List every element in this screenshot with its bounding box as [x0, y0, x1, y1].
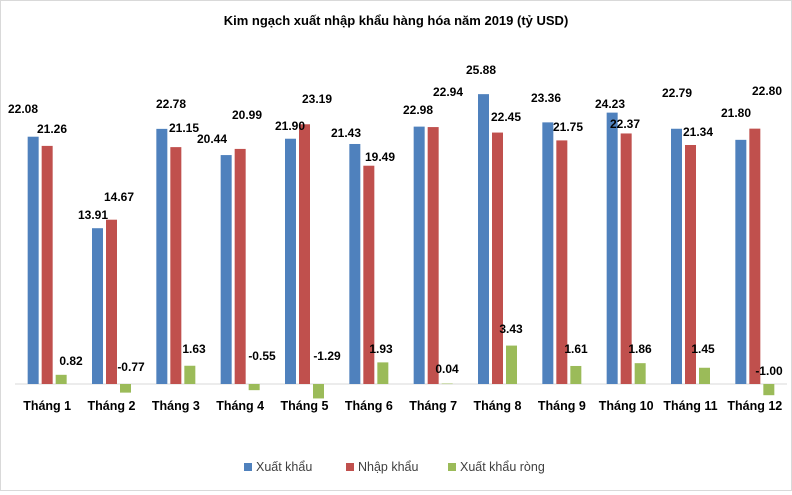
data-label-1-7: 22.45	[491, 110, 521, 124]
category-label-8: Tháng 9	[538, 399, 586, 413]
category-label-5: Tháng 6	[345, 399, 393, 413]
data-label-0-9: 24.23	[595, 97, 625, 111]
category-label-9: Tháng 10	[599, 399, 654, 413]
data-label-2-4: -1.29	[313, 349, 341, 363]
data-label-2-3: -0.55	[248, 349, 276, 363]
data-label-2-0: 0.82	[59, 354, 83, 368]
bar-0-1	[92, 228, 103, 384]
category-label-11: Tháng 12	[727, 399, 782, 413]
bar-2-9	[634, 363, 646, 384]
category-label-1: Tháng 2	[88, 399, 136, 413]
bar-2-4	[313, 384, 324, 399]
data-label-1-5: 19.49	[365, 150, 395, 164]
bar-1-8	[556, 140, 568, 384]
legend-label-1: Nhập khẩu	[358, 460, 419, 474]
bar-2-1	[120, 384, 131, 393]
data-label-0-4: 21.90	[275, 119, 305, 133]
category-label-7: Tháng 8	[474, 399, 522, 413]
bar-2-7	[506, 345, 517, 384]
data-label-1-1: 14.67	[104, 190, 134, 204]
bar-0-9	[606, 112, 618, 385]
data-label-1-6: 22.94	[433, 85, 463, 99]
bar-0-2	[156, 128, 168, 384]
data-label-2-11: -1.00	[755, 364, 783, 378]
data-label-2-6: 0.04	[435, 362, 459, 376]
data-label-1-3: 20.99	[232, 108, 262, 122]
bar-2-6	[441, 383, 453, 385]
bar-0-7	[478, 94, 489, 385]
bar-0-4	[285, 138, 296, 384]
data-label-0-8: 23.36	[531, 91, 561, 105]
category-label-3: Tháng 4	[216, 399, 264, 413]
data-label-2-7: 3.43	[499, 322, 523, 336]
bar-2-0	[55, 374, 67, 384]
bar-1-0	[41, 145, 53, 384]
bar-1-9	[620, 133, 632, 384]
data-label-2-1: -0.77	[117, 360, 145, 374]
bar-1-2	[170, 147, 182, 384]
data-label-0-0: 22.08	[8, 102, 38, 116]
bar-2-8	[570, 365, 582, 384]
data-label-1-8: 21.75	[553, 120, 583, 134]
legend-label-2: Xuất khẩu ròng	[460, 460, 545, 474]
bar-1-5	[363, 165, 375, 384]
data-label-1-0: 21.26	[37, 122, 67, 136]
data-label-2-2: 1.63	[182, 342, 206, 356]
data-label-0-7: 25.88	[466, 63, 496, 77]
data-label-2-8: 1.61	[564, 342, 588, 356]
data-label-0-2: 22.78	[156, 97, 186, 111]
legend-swatch-2	[448, 463, 456, 471]
bar-1-3	[234, 148, 246, 384]
bar-1-10	[685, 144, 696, 384]
bar-2-5	[377, 362, 389, 384]
category-label-6: Tháng 7	[409, 399, 457, 413]
bar-1-7	[492, 132, 503, 384]
category-label-10: Tháng 11	[663, 399, 717, 413]
legend: Xuất khẩu Nhập khẩu Xuất khẩu ròng	[244, 460, 545, 474]
legend-swatch-0	[244, 463, 252, 471]
bar-0-5	[349, 143, 361, 384]
category-label-2: Tháng 3	[152, 399, 200, 413]
data-label-0-5: 21.43	[331, 126, 361, 140]
data-label-1-4: 23.19	[302, 92, 332, 106]
bar-0-0	[27, 136, 39, 384]
data-label-1-2: 21.15	[169, 121, 199, 135]
data-label-2-9: 1.86	[628, 342, 652, 356]
data-label-2-10: 1.45	[691, 342, 715, 356]
bar-0-10	[671, 128, 682, 384]
data-label-0-3: 20.44	[197, 132, 227, 146]
data-label-2-5: 1.93	[369, 342, 393, 356]
bar-0-6	[413, 126, 425, 385]
data-label-1-10: 21.34	[683, 125, 713, 139]
data-label-0-11: 21.80	[721, 106, 751, 120]
chart-title: Kim ngạch xuất nhập khẩu hàng hóa năm 20…	[224, 13, 569, 28]
legend-label-0: Xuất khẩu	[256, 460, 312, 474]
bar-0-8	[542, 122, 554, 385]
bar-1-1	[106, 219, 117, 384]
bar-1-11	[749, 128, 761, 384]
bar-2-3	[248, 384, 260, 391]
data-label-0-6: 22.98	[403, 103, 433, 117]
bar-2-2	[184, 365, 196, 384]
data-label-1-9: 22.37	[610, 117, 640, 131]
bar-2-10	[699, 367, 710, 384]
category-label-0: Tháng 1	[23, 399, 71, 413]
bar-0-11	[735, 139, 747, 384]
category-label-4: Tháng 5	[281, 399, 329, 413]
bar-1-6	[427, 127, 439, 385]
data-label-0-1: 13.91	[78, 208, 108, 222]
data-label-0-10: 22.79	[662, 86, 692, 100]
bar-0-3	[220, 155, 232, 384]
data-label-1-11: 22.80	[752, 84, 782, 98]
legend-swatch-1	[346, 463, 354, 471]
bar-2-11	[763, 384, 775, 396]
bar-1-4	[299, 124, 310, 384]
